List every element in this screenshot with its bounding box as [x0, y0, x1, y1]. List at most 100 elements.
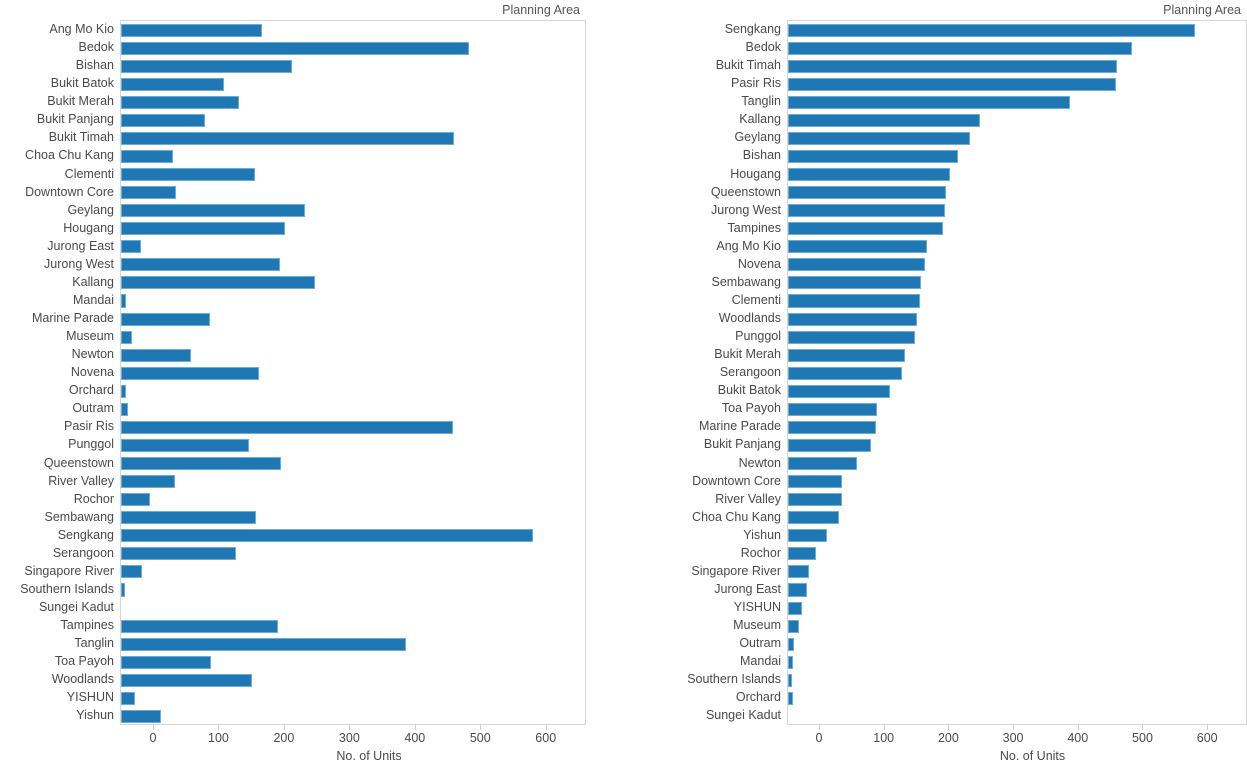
row-label[interactable]: Mandai: [740, 654, 781, 669]
row-label[interactable]: Woodlands: [718, 311, 781, 326]
row-label[interactable]: River Valley: [715, 491, 781, 506]
bar[interactable]: [788, 547, 817, 561]
bar[interactable]: [121, 709, 161, 723]
bar[interactable]: [788, 619, 799, 633]
row-label[interactable]: Jurong East: [714, 581, 781, 596]
row-label[interactable]: Marine Parade: [32, 311, 114, 326]
bar[interactable]: [121, 222, 285, 236]
bar[interactable]: [121, 366, 260, 380]
bar[interactable]: [788, 204, 946, 218]
row-label[interactable]: Ang Mo Kio: [716, 238, 781, 253]
row-label[interactable]: Sengkang: [57, 527, 114, 542]
row-label[interactable]: Marine Parade: [699, 419, 781, 434]
bar[interactable]: [121, 402, 128, 416]
bar[interactable]: [788, 131, 970, 145]
row-label[interactable]: Jurong West: [711, 202, 781, 217]
row-label[interactable]: Yishun: [743, 527, 781, 542]
row-label[interactable]: Bukit Merah: [714, 347, 781, 362]
row-label[interactable]: Bukit Timah: [48, 130, 114, 145]
bar[interactable]: [788, 529, 828, 543]
bar[interactable]: [788, 384, 891, 398]
bar[interactable]: [788, 565, 809, 579]
row-label[interactable]: Newton: [738, 455, 781, 470]
bar[interactable]: [121, 294, 127, 308]
bar[interactable]: [788, 673, 792, 687]
row-label[interactable]: Museum: [733, 618, 781, 633]
bar[interactable]: [788, 493, 842, 507]
bar[interactable]: [788, 294, 920, 308]
bar[interactable]: [788, 240, 928, 254]
row-label[interactable]: Geylang: [67, 202, 114, 217]
row-label[interactable]: Clementi: [731, 292, 781, 307]
bar[interactable]: [121, 240, 141, 254]
row-label[interactable]: Bukit Batok: [50, 76, 114, 91]
bar[interactable]: [121, 186, 176, 200]
row-label[interactable]: Serangoon: [52, 545, 114, 560]
bar[interactable]: [788, 95, 1071, 109]
bar[interactable]: [788, 276, 922, 290]
row-label[interactable]: Clementi: [64, 166, 114, 181]
bar[interactable]: [121, 204, 305, 218]
row-label[interactable]: Bukit Panjang: [36, 112, 114, 127]
bar[interactable]: [121, 59, 293, 73]
bar[interactable]: [121, 619, 279, 633]
bar[interactable]: [788, 583, 808, 597]
row-label[interactable]: Southern Islands: [687, 672, 781, 687]
bar[interactable]: [788, 23, 1195, 37]
row-label[interactable]: Geylang: [734, 130, 781, 145]
bar[interactable]: [121, 95, 240, 109]
row-label[interactable]: Mandai: [73, 292, 114, 307]
row-label[interactable]: River Valley: [48, 473, 114, 488]
bar[interactable]: [788, 149, 958, 163]
bar[interactable]: [788, 402, 878, 416]
row-label[interactable]: Hougang: [63, 220, 114, 235]
bar[interactable]: [788, 113, 980, 127]
row-label[interactable]: Queenstown: [43, 455, 114, 470]
row-label[interactable]: Choa Chu Kang: [25, 148, 114, 163]
bar[interactable]: [788, 186, 946, 200]
row-label[interactable]: Bukit Timah: [715, 58, 781, 73]
bar[interactable]: [121, 565, 142, 579]
row-label[interactable]: Rochor: [73, 491, 114, 506]
bar[interactable]: [121, 330, 133, 344]
bar[interactable]: [121, 77, 225, 91]
bar[interactable]: [121, 529, 533, 543]
bar[interactable]: [788, 511, 840, 525]
bar[interactable]: [788, 312, 918, 326]
bar[interactable]: [121, 131, 454, 145]
bar[interactable]: [788, 366, 902, 380]
row-label[interactable]: Rochor: [740, 545, 781, 560]
row-label[interactable]: Singapore River: [24, 563, 114, 578]
row-label[interactable]: Hougang: [730, 166, 781, 181]
row-label[interactable]: Museum: [66, 329, 114, 344]
bar[interactable]: [121, 41, 469, 55]
row-label[interactable]: Punggol: [68, 437, 114, 452]
row-label[interactable]: Bishan: [742, 148, 781, 163]
bar[interactable]: [121, 384, 126, 398]
row-label[interactable]: Sungei Kadut: [38, 600, 114, 615]
row-label[interactable]: Bukit Panjang: [703, 437, 781, 452]
row-label[interactable]: Outram: [739, 636, 781, 651]
bar[interactable]: [121, 583, 125, 597]
row-label[interactable]: Kallang: [72, 274, 114, 289]
bar[interactable]: [121, 691, 135, 705]
row-label[interactable]: Woodlands: [51, 672, 114, 687]
bar[interactable]: [121, 547, 237, 561]
row-label[interactable]: Jurong East: [47, 238, 114, 253]
row-label[interactable]: Novena: [737, 256, 781, 271]
bar[interactable]: [788, 438, 871, 452]
bar[interactable]: [121, 23, 262, 37]
row-label[interactable]: Queenstown: [710, 184, 781, 199]
bar[interactable]: [121, 312, 211, 326]
row-label[interactable]: Bishan: [75, 58, 114, 73]
bar[interactable]: [121, 113, 205, 127]
bar[interactable]: [788, 258, 925, 272]
row-label[interactable]: YISHUN: [66, 690, 114, 705]
row-label[interactable]: Serangoon: [719, 365, 781, 380]
bar[interactable]: [121, 420, 453, 434]
bar[interactable]: [121, 276, 315, 290]
bar[interactable]: [121, 258, 281, 272]
bar[interactable]: [121, 168, 255, 182]
row-label[interactable]: Yishun: [76, 708, 114, 723]
row-label[interactable]: Pasir Ris: [63, 419, 114, 434]
